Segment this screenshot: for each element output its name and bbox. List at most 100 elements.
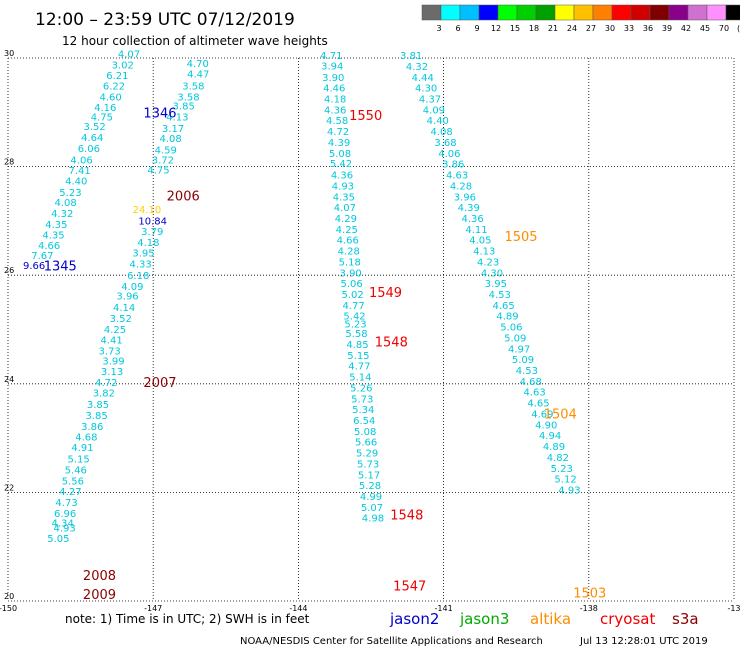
legend-item-s3a: s3a	[672, 610, 699, 628]
wave-height-value: 4.75	[91, 112, 113, 123]
wave-height-value: 4.28	[338, 247, 360, 258]
colorbar-label: 6	[455, 24, 460, 33]
wave-height-value: 4.77	[348, 362, 370, 373]
legend-item-altika: altika	[530, 610, 571, 628]
wave-height-value: 4.66	[337, 236, 359, 247]
wave-height-value: 5.42	[343, 312, 365, 323]
wave-height-value: 4.35	[45, 220, 67, 231]
wave-height-value: 3.81	[400, 51, 422, 62]
wave-height-value: 5.58	[345, 329, 367, 340]
colorbar-swatch	[421, 4, 442, 21]
wave-height-value: 5.09	[512, 355, 534, 366]
wave-height-value: 4.98	[362, 514, 384, 525]
wave-height-value: 4.69	[531, 409, 553, 420]
wave-height-value: 4.07	[334, 203, 356, 214]
legend-item-jason2: jason2	[389, 610, 439, 628]
wave-height-value: 4.58	[326, 116, 348, 127]
colorbar-swatch	[611, 4, 632, 21]
wave-height-value: 5.06	[341, 279, 363, 290]
track-time-label: 1345	[44, 259, 77, 274]
colorbar-swatch	[649, 4, 670, 21]
wave-height-value: 4.09	[423, 105, 445, 116]
wave-height-value: 3.86	[81, 422, 103, 433]
plot-area: -150 -147 -144 -141 -138 -132022242628304.704…	[0, 49, 740, 613]
track-time-label: 2008	[83, 569, 116, 584]
wave-height-value: 4.06	[70, 155, 92, 166]
wave-height-value: 4.75	[147, 166, 169, 177]
colorbar-swatch	[535, 4, 556, 21]
wave-height-value: 4.32	[51, 209, 73, 220]
colorbar-label: 27	[586, 24, 596, 33]
wave-height-value: 4.40	[65, 177, 87, 188]
wave-height-value: 4.40	[427, 116, 449, 127]
wave-height-value: 4.36	[331, 171, 353, 182]
wave-height-value: 3.95	[485, 279, 507, 290]
wave-height-value: 4.66	[38, 241, 60, 252]
chart-subtitle: 12 hour collection of altimeter wave hei…	[62, 34, 328, 48]
wave-height-value: 5.14	[349, 373, 371, 384]
wave-height-value: 4.37	[419, 95, 441, 106]
track-time-label: 2009	[83, 588, 116, 603]
wave-height-value: 7.41	[68, 166, 90, 177]
wave-height-value: 4.08	[54, 198, 76, 209]
track-time-label: 1503	[573, 587, 606, 602]
colorbar-label: 36	[643, 24, 653, 33]
wave-height-value: 3.13	[101, 367, 123, 378]
wave-height-value: 4.32	[406, 62, 428, 73]
colorbar-swatch	[630, 4, 651, 21]
colorbar-label: 21	[548, 24, 558, 33]
x-tick-label: -144	[289, 604, 307, 613]
wave-height-value: 4.08	[431, 127, 453, 138]
y-tick-label: 30	[4, 49, 14, 58]
colorbar-swatch	[592, 4, 613, 21]
wave-height-value: 4.39	[458, 203, 480, 214]
colorbar-swatch	[725, 4, 740, 21]
colorbar-swatch	[516, 4, 537, 21]
wave-height-value: 5.56	[62, 476, 84, 487]
wave-height-value: 4.05	[469, 236, 491, 247]
wave-height-value: 4.53	[489, 290, 511, 301]
colorbar-label: 15	[510, 24, 520, 33]
wave-height-value: 4.65	[492, 301, 514, 312]
wave-height-value: 3.02	[112, 60, 134, 71]
wave-height-value: 4.72	[95, 378, 117, 389]
wave-height-value: 4.13	[166, 112, 188, 123]
x-tick-label: -138	[580, 604, 598, 613]
track-time-label: 1547	[393, 580, 426, 595]
track-time-label: 1550	[349, 109, 382, 124]
wave-height-value: 4.63	[523, 388, 545, 399]
wave-height-value: 3.58	[182, 81, 204, 92]
wave-height-value: 4.27	[59, 487, 81, 498]
wave-height-value: 4.68	[520, 377, 542, 388]
wave-height-value: 4.39	[328, 138, 350, 149]
wave-height-value: 4.46	[323, 84, 345, 95]
wave-height-value: 4.90	[535, 420, 557, 431]
wave-height-value: 4.16	[94, 103, 116, 114]
wave-height-value: 5.17	[358, 470, 380, 481]
footer-timestamp: Jul 13 12:28:01 UTC 2019	[579, 636, 708, 647]
wave-height-value: 5.08	[329, 149, 351, 160]
colorbar-swatch	[440, 4, 461, 21]
wave-height-value: 5.23	[551, 464, 573, 475]
wave-height-value: 4.82	[547, 453, 569, 464]
wave-height-value: 3.96	[116, 292, 138, 303]
wave-height-value: 4.93	[53, 523, 75, 534]
colorbar-label: 18	[529, 24, 539, 33]
wave-height-value: 4.25	[104, 325, 126, 336]
x-tick-label: -150	[0, 604, 17, 613]
wave-height-value: 4.44	[412, 73, 434, 84]
wave-height-value: 4.34	[52, 519, 74, 530]
wave-height-value: 5.73	[357, 459, 379, 470]
wave-height-value: 4.08	[159, 134, 181, 145]
wave-height-value: 4.35	[42, 230, 64, 241]
wave-height-value: 4.35	[333, 192, 355, 203]
colorbar-label: 42	[681, 24, 691, 33]
wave-height-value: 10.84	[138, 217, 167, 228]
wave-height-value: 4.11	[465, 225, 487, 236]
wave-height-value: 4.60	[99, 92, 121, 103]
colorbar-label: 24	[567, 24, 577, 33]
wave-height-value: 4.64	[81, 133, 103, 144]
wave-height-value: 3.85	[85, 411, 107, 422]
wave-height-value: 4.53	[516, 366, 538, 377]
